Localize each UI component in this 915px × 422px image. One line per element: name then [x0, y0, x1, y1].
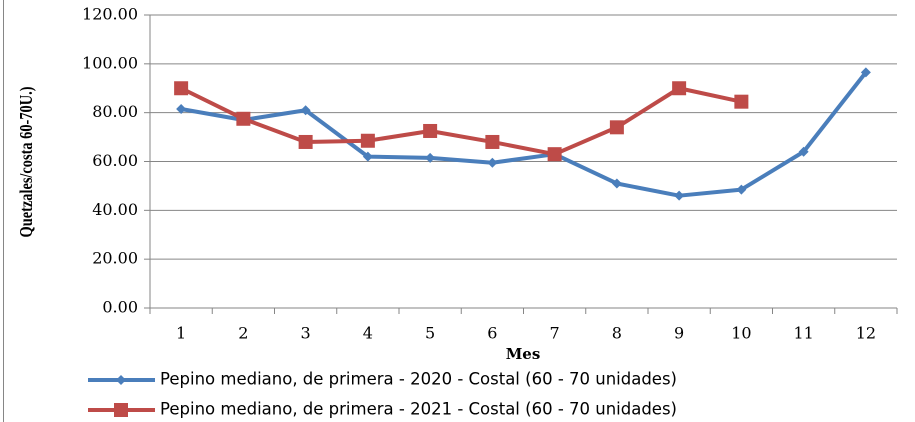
x-axis-label: Mes [506, 345, 541, 363]
x-tick-label: 8 [612, 324, 622, 343]
marker [360, 133, 375, 148]
marker [798, 146, 809, 157]
y-tick-label: 60.00 [92, 151, 138, 170]
marker [236, 111, 251, 126]
marker [609, 120, 624, 135]
marker [736, 184, 747, 195]
y-axis-label: Quetzales/costa 60-70U.) [16, 86, 37, 237]
marker [734, 94, 749, 109]
marker [485, 134, 500, 149]
x-tick-label: 11 [793, 324, 813, 343]
marker [547, 147, 562, 162]
marker [672, 81, 687, 96]
x-tick-label: 10 [731, 324, 751, 343]
marker [611, 178, 622, 189]
marker [114, 403, 128, 417]
x-tick-label: 4 [363, 324, 373, 343]
x-tick-label: 12 [856, 324, 876, 343]
y-tick-label: 120.00 [82, 5, 138, 24]
x-tick-label: 3 [301, 324, 311, 343]
marker [300, 105, 311, 116]
legend-label: Pepino mediano, de primera - 2020 - Cost… [160, 370, 677, 389]
marker [176, 104, 187, 115]
marker [674, 190, 685, 201]
y-tick-label: 100.00 [82, 53, 138, 72]
marker [298, 134, 313, 149]
x-tick-label: 7 [550, 324, 560, 343]
x-tick-label: 5 [425, 324, 435, 343]
y-tick-label: 40.00 [92, 200, 138, 219]
x-tick-label: 6 [487, 324, 497, 343]
marker [487, 157, 498, 168]
x-tick-label: 1 [176, 324, 186, 343]
x-tick-label: 2 [238, 324, 248, 343]
x-tick-label: 9 [674, 324, 684, 343]
marker [362, 151, 373, 162]
marker [174, 81, 189, 96]
marker [425, 152, 436, 163]
y-tick-label: 80.00 [92, 102, 138, 121]
series-line [180, 86, 742, 157]
marker [860, 67, 871, 78]
marker [423, 123, 438, 138]
y-tick-label: 0.00 [102, 298, 138, 317]
series-line [180, 71, 868, 198]
marker [116, 375, 126, 385]
legend-label: Pepino mediano, de primera - 2021 - Cost… [160, 400, 677, 419]
y-tick-label: 20.00 [92, 249, 138, 268]
